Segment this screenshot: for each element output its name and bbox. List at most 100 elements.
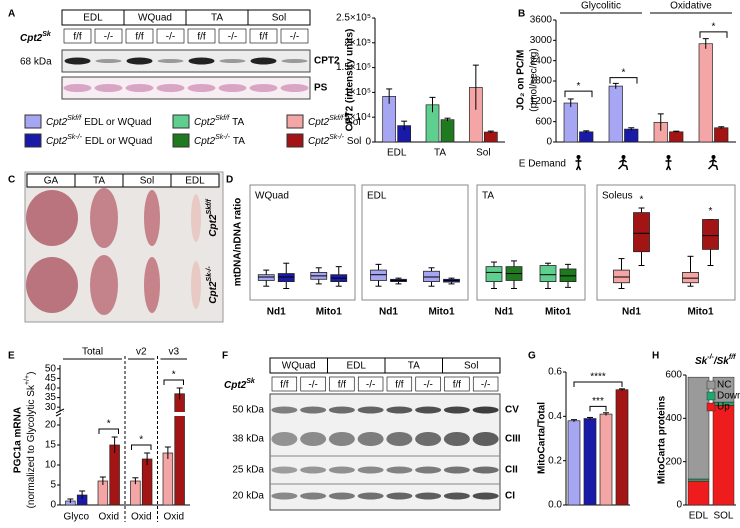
legend-entry: Cpt2Sk-/- Sol bbox=[308, 134, 361, 147]
annotation: * bbox=[577, 81, 581, 92]
x-tick-label: Oxid bbox=[163, 512, 184, 523]
icon-head bbox=[711, 155, 716, 159]
superscript: Sk-/- bbox=[329, 134, 344, 141]
panel-title: TA bbox=[482, 191, 494, 202]
lane-box bbox=[386, 376, 413, 392]
band bbox=[443, 432, 470, 446]
y-tick-label: 5 bbox=[50, 480, 56, 491]
y-tick-label: 400 bbox=[665, 413, 682, 424]
band bbox=[472, 492, 499, 500]
icon-running bbox=[617, 158, 629, 171]
band bbox=[415, 466, 442, 474]
legend-swatch bbox=[24, 114, 42, 129]
band-label: CI bbox=[505, 491, 515, 502]
lane-box bbox=[415, 376, 441, 392]
text-part: Cpt2 bbox=[46, 136, 68, 147]
annotation: * bbox=[640, 195, 644, 206]
superscript: Sk-/- bbox=[67, 134, 82, 141]
lane-label: -/- bbox=[104, 32, 113, 43]
y-axis-label: (normalized to Glycolytic Sk+/+) bbox=[24, 372, 37, 509]
legend-entry: NC bbox=[717, 380, 731, 391]
bracket bbox=[609, 77, 638, 84]
annotation: * bbox=[172, 370, 176, 381]
bar bbox=[563, 102, 578, 143]
band bbox=[157, 59, 184, 63]
panel-title: WQuad bbox=[255, 191, 289, 202]
group-label: v2 bbox=[136, 347, 147, 358]
lane-box bbox=[94, 28, 123, 44]
band bbox=[328, 432, 355, 446]
x-tick-label: Oxid bbox=[131, 512, 152, 523]
panel-frame bbox=[596, 184, 736, 301]
muscle bbox=[26, 257, 78, 313]
blot-ps bbox=[61, 76, 311, 100]
band bbox=[271, 406, 298, 414]
band bbox=[63, 84, 92, 92]
lane-box bbox=[357, 376, 384, 392]
lane-label: f/f bbox=[280, 380, 289, 391]
box bbox=[633, 212, 650, 253]
lane-label: -/- bbox=[290, 32, 299, 43]
legend-entry: Cpt2Skf/f TA bbox=[194, 115, 245, 128]
mw-label: 68 kDa bbox=[20, 57, 52, 68]
icon-head bbox=[576, 155, 581, 159]
box bbox=[370, 269, 387, 281]
row-label: Cpt2Sk-/- bbox=[206, 266, 219, 304]
panel-letter: F bbox=[222, 351, 228, 362]
lane-label: f/f bbox=[135, 32, 144, 43]
lane-box bbox=[444, 376, 470, 392]
lane-label: -/- bbox=[481, 380, 490, 391]
y-axis-label: (pmol/sec/mg) bbox=[529, 48, 540, 111]
panel-letter: A bbox=[8, 9, 15, 20]
lane-label: f/f bbox=[259, 32, 268, 43]
superscript: Skf/f bbox=[329, 115, 344, 122]
blot-cpt2 bbox=[61, 49, 311, 73]
band bbox=[94, 84, 123, 92]
panel-letter: E bbox=[8, 351, 15, 362]
superscript: Skf/f bbox=[215, 115, 230, 122]
legend-swatch bbox=[286, 114, 304, 129]
y-axis-label: PGC1a mRNA bbox=[13, 407, 24, 473]
band bbox=[126, 57, 153, 65]
icon-standing bbox=[575, 159, 582, 171]
bracket bbox=[564, 90, 593, 98]
x-tick-label: Nd1 bbox=[495, 307, 514, 318]
lane-label: f/f bbox=[73, 32, 82, 43]
text-part: Sol bbox=[346, 117, 360, 128]
band bbox=[300, 432, 327, 446]
y-tick-label: 1200 bbox=[530, 96, 553, 107]
box bbox=[423, 270, 440, 283]
legend-swatch bbox=[706, 402, 716, 412]
panel-letter: C bbox=[8, 175, 15, 186]
genotype-label: Cpt2Sk bbox=[224, 378, 256, 391]
text-part: TA bbox=[233, 136, 245, 147]
bracket bbox=[573, 381, 623, 387]
bar bbox=[712, 376, 735, 403]
group-label: Sol bbox=[272, 13, 286, 24]
panel-letter: B bbox=[518, 9, 525, 20]
y-tick-label: 1×10⁵ bbox=[344, 87, 371, 98]
band bbox=[300, 492, 327, 500]
y-tick-label: 0.6 bbox=[548, 367, 562, 378]
lane-box bbox=[156, 28, 185, 44]
group-label: TA bbox=[211, 13, 223, 24]
band bbox=[386, 406, 413, 414]
annotation: * bbox=[139, 435, 143, 446]
annotation: **** bbox=[590, 372, 606, 383]
text-part: Cpt2 bbox=[208, 214, 219, 237]
column-label: EDL bbox=[185, 176, 205, 187]
panel-frame bbox=[249, 184, 356, 301]
text-part: Cpt2 bbox=[224, 380, 247, 391]
box bbox=[539, 265, 557, 283]
y-tick-label: 35 bbox=[45, 392, 57, 403]
legend-swatch bbox=[172, 133, 190, 148]
y-tick-label: 2400 bbox=[530, 55, 553, 66]
superscript: f/f bbox=[729, 354, 736, 361]
legend-entry: Cpt2Sk-/- EDL or WQuad bbox=[46, 134, 152, 147]
genotype-label: Cpt2Sk bbox=[20, 31, 52, 44]
y-tick-label: 600 bbox=[535, 116, 552, 127]
icon-standing bbox=[665, 159, 672, 171]
lane-box bbox=[329, 376, 355, 392]
x-tick-label: Nd1 bbox=[267, 307, 286, 318]
